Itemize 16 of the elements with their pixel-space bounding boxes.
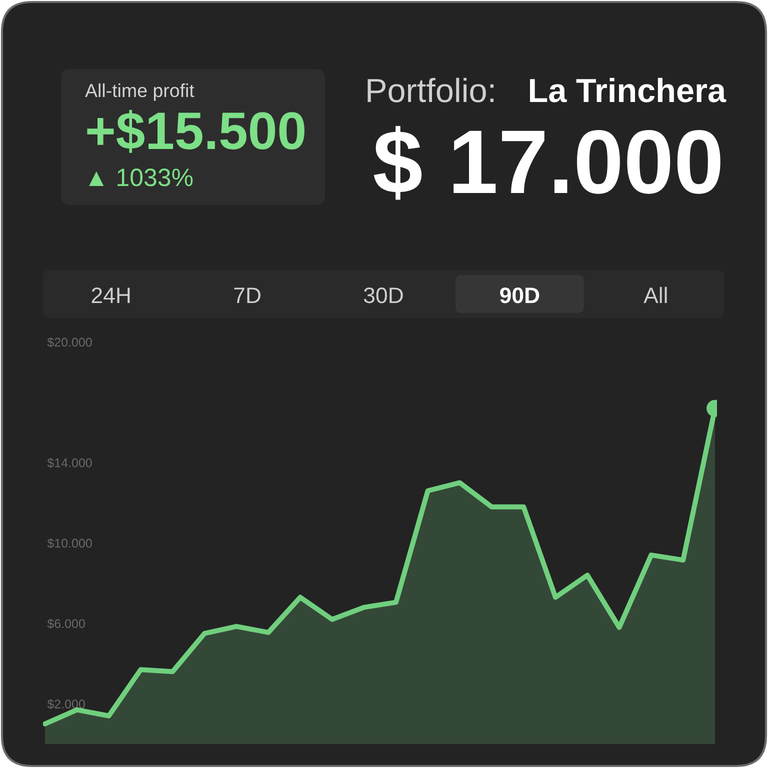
y-tick-label: $14.000 <box>47 458 92 468</box>
text: All <box>644 286 667 303</box>
text: La Trinchera <box>530 78 726 102</box>
text: 7D <box>234 288 260 303</box>
y-tick-label: $10.000 <box>47 538 92 548</box>
text: Portfolio: <box>368 78 494 102</box>
text: All-time profit <box>85 83 194 101</box>
text: +$15.500 <box>87 110 304 153</box>
text: 30D <box>364 287 403 304</box>
y-tick-label: $6.000 <box>47 618 85 629</box>
text: 90D <box>500 287 540 304</box>
text: 24H <box>92 287 130 303</box>
text: ▲ 1033% <box>89 168 193 186</box>
y-tick-label: $2.000 <box>47 699 85 710</box>
y-tick-label: $20.000 <box>47 337 92 348</box>
text: $ 17.000 <box>374 126 720 200</box>
